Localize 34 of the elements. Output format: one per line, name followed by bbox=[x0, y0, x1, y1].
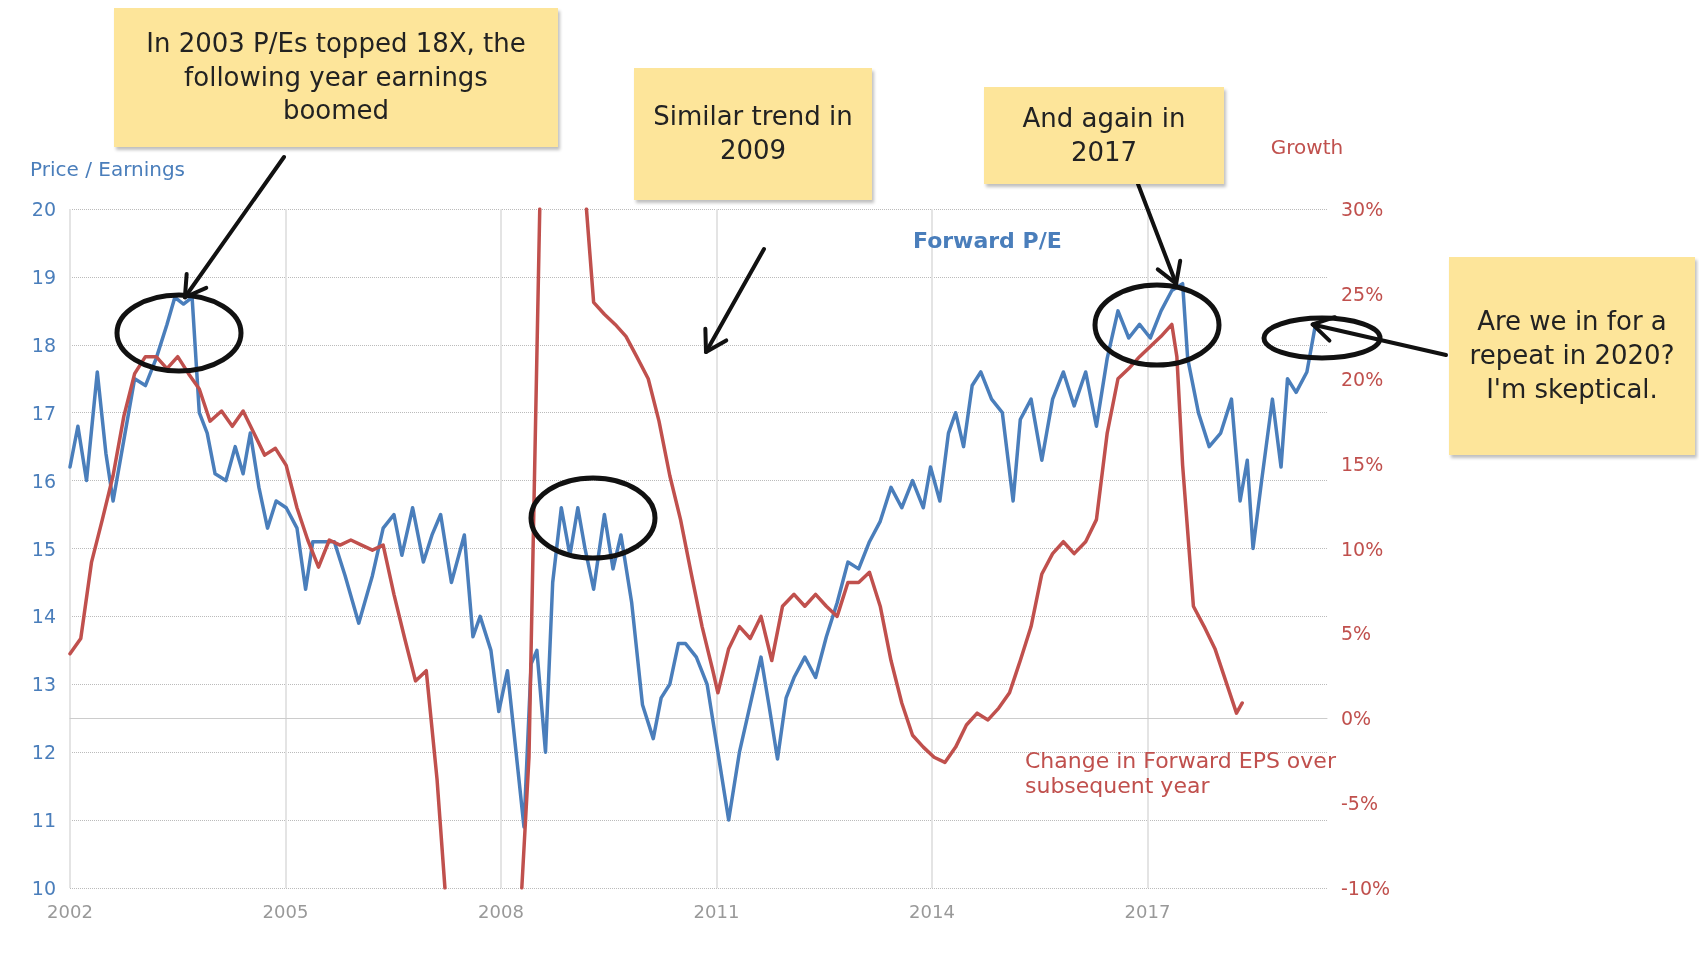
y2-tick-label: 25% bbox=[1341, 282, 1384, 305]
y-tick-label: 14 bbox=[31, 605, 56, 628]
y2-axis-title: Growth bbox=[1270, 135, 1344, 159]
y-tick-label: 10 bbox=[31, 877, 56, 899]
y2-tick-label: 10% bbox=[1341, 537, 1384, 560]
y2-tick-label: 20% bbox=[1341, 367, 1384, 390]
y-tick-label: 13 bbox=[31, 673, 56, 696]
x-tick-label: 2011 bbox=[693, 900, 740, 922]
y-tick-label: 20 bbox=[31, 198, 56, 220]
y-tick-label: 17 bbox=[31, 401, 56, 424]
x-tick-label: 2005 bbox=[262, 900, 309, 922]
annotation: Are we in for a repeat in 2020? I'm skeptical. bbox=[1449, 257, 1695, 455]
y-tick-label: 16 bbox=[31, 469, 56, 492]
y-tick-label: 12 bbox=[31, 741, 56, 764]
y2-tick-label: 5% bbox=[1341, 622, 1372, 645]
y-tick-label: 11 bbox=[31, 809, 56, 832]
y-axis-title: Price / Earnings bbox=[30, 157, 186, 181]
x-tick-label: 2014 bbox=[909, 900, 955, 922]
text: Forward P/E bbox=[913, 228, 1063, 253]
annotation: And again in 2017 bbox=[984, 87, 1224, 184]
x-tick-label: 2002 bbox=[47, 900, 93, 922]
y2-tick-label: 15% bbox=[1341, 452, 1384, 475]
y-tick-label: 15 bbox=[31, 537, 56, 560]
y2-tick-label: -10% bbox=[1341, 877, 1391, 899]
y-tick-label: 19 bbox=[31, 265, 56, 288]
y-tick-label: 18 bbox=[31, 333, 56, 356]
annotation: In 2003 P/Es topped 18X, the following year earnings boomed bbox=[114, 8, 558, 147]
text: Change in Forward EPS over subsequent year bbox=[1025, 748, 1336, 798]
y2-tick-label: 0% bbox=[1341, 707, 1372, 730]
x-tick-label: 2008 bbox=[478, 900, 524, 922]
y2-tick-label: -5% bbox=[1341, 792, 1378, 815]
text: Similar trend in 2009 bbox=[634, 68, 872, 200]
x-tick-label: 2017 bbox=[1124, 900, 1171, 922]
y2-tick-label: 30% bbox=[1341, 198, 1384, 220]
